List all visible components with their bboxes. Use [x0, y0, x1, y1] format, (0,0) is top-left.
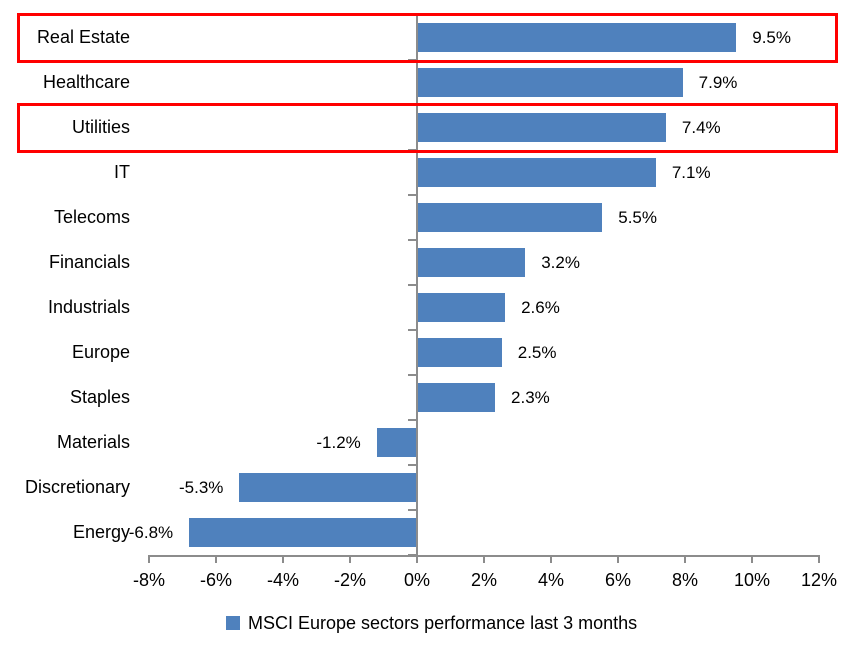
value-label: -6.8% [128, 523, 174, 542]
value-label: 2.3% [511, 388, 550, 407]
category-label: Telecoms [53, 207, 130, 227]
x-tick-label: 2% [470, 570, 497, 590]
legend-label: MSCI Europe sectors performance last 3 m… [248, 613, 638, 633]
x-axis-tick [617, 555, 619, 563]
x-axis-tick [818, 555, 820, 563]
value-label: 7.9% [698, 73, 738, 92]
highlight-box-utilities [17, 102, 838, 153]
bar [418, 383, 496, 412]
bar [239, 473, 417, 502]
y-axis-tick [408, 509, 416, 511]
category-label: IT [114, 162, 130, 182]
x-tick-label: 10% [733, 570, 771, 590]
x-axis-tick [483, 555, 485, 563]
bar [418, 203, 603, 232]
category-label: Materials [56, 432, 130, 452]
bar [418, 248, 526, 277]
value-label: -5.3% [179, 478, 224, 497]
bar [418, 338, 502, 367]
category-label: Healthcare [42, 72, 130, 92]
y-axis-tick [408, 374, 416, 376]
value-label: 7.1% [671, 163, 711, 182]
bar [418, 293, 506, 322]
bar [189, 518, 417, 547]
bar [418, 158, 656, 187]
category-label: Europe [71, 342, 130, 362]
x-tick-label: -4% [266, 570, 299, 590]
category-label: Industrials [47, 297, 130, 317]
x-tick-label: -2% [333, 570, 366, 590]
x-axis-tick [148, 555, 150, 563]
bar [418, 113, 666, 142]
x-axis-tick [416, 555, 418, 563]
value-label: -1.2% [316, 433, 361, 452]
highlight-box-real-estate [17, 12, 838, 63]
x-tick-label: -6% [199, 570, 232, 590]
bar [376, 428, 417, 457]
x-axis-tick [282, 555, 284, 563]
x-axis-tick [550, 555, 552, 563]
y-axis-tick [408, 284, 416, 286]
value-label: 5.5% [618, 208, 657, 227]
category-label: Staples [69, 387, 130, 407]
y-axis-line [416, 15, 418, 557]
bar [418, 23, 737, 52]
category-label: Energy [72, 522, 130, 542]
category-label: Utilities [71, 117, 130, 137]
value-label: 3.2% [541, 253, 580, 272]
y-axis-tick [408, 239, 416, 241]
x-tick-label: -8% [132, 570, 165, 590]
x-tick-label: 6% [604, 570, 631, 590]
x-axis-tick [215, 555, 217, 563]
category-label: Real Estate [36, 27, 130, 47]
y-axis-tick [408, 194, 416, 196]
x-tick-label: 12% [800, 570, 838, 590]
x-axis-tick [684, 555, 686, 563]
category-label: Financials [48, 252, 130, 272]
value-label: 2.6% [521, 298, 560, 317]
x-axis-tick [751, 555, 753, 563]
category-label: Discretionary [24, 477, 130, 497]
x-tick-label: 8% [671, 570, 698, 590]
x-tick-label: 4% [537, 570, 564, 590]
chart-legend: MSCI Europe sectors performance last 3 m… [226, 613, 637, 633]
y-axis-tick [408, 419, 416, 421]
y-axis-tick [408, 329, 416, 331]
value-label: 7.4% [681, 118, 721, 137]
y-axis-tick [408, 464, 416, 466]
x-axis-tick [349, 555, 351, 563]
value-label: 9.5% [752, 28, 791, 47]
legend-swatch-icon [226, 616, 240, 630]
x-tick-label: 0% [403, 570, 430, 590]
bar [418, 68, 683, 97]
value-label: 2.5% [517, 343, 557, 362]
